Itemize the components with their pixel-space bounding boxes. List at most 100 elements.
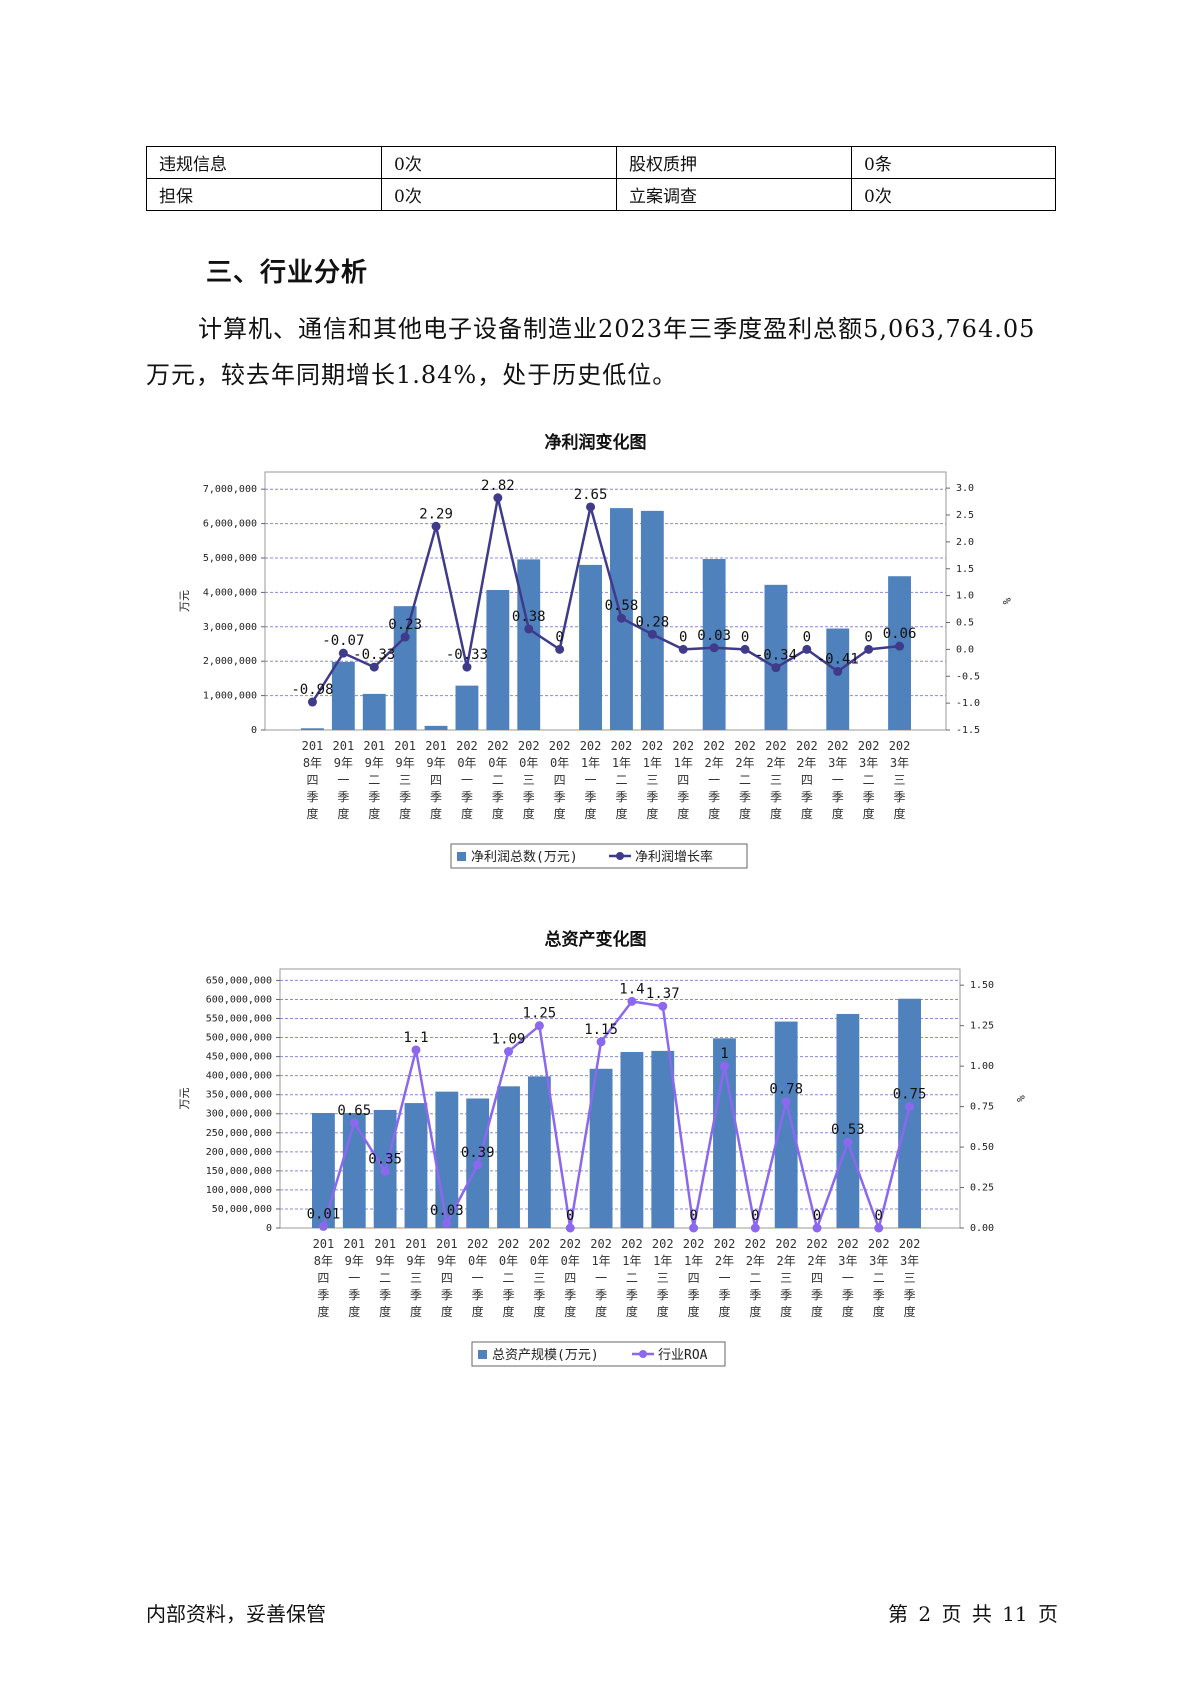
- line-point: [627, 996, 637, 1006]
- net-profit-chart: 0 1,000,000 2,000,000 3,000,000 4,000,000 5,0…: [178, 471, 1013, 869]
- data-label: 1.15: [584, 1022, 618, 1038]
- data-label: 1.25: [523, 1006, 557, 1022]
- data-label: 2.65: [574, 487, 608, 503]
- x-tick-label: 2年: [735, 756, 754, 770]
- x-tick-label: 四: [688, 1271, 700, 1285]
- x-tick-label: 202: [611, 739, 633, 753]
- y2-tick-label: 2.0: [956, 537, 974, 548]
- x-tick-label: 季: [801, 790, 813, 804]
- data-label: 0.75: [893, 1087, 927, 1103]
- x-tick-label: 9年: [396, 756, 415, 770]
- page-number: 第 2 页 共 11 页: [888, 1602, 1058, 1626]
- data-label: 0.39: [461, 1145, 495, 1161]
- x-tick-label: 202: [683, 1237, 705, 1251]
- x-tick-label: 度: [770, 806, 782, 821]
- plot-group: 0 1,000,000 2,000,000 3,000,000 4,000,000 5,0…: [178, 471, 1013, 869]
- x-tick-label: 度: [348, 1304, 360, 1319]
- x-tick-label: 1年: [643, 756, 662, 770]
- x-tick-label: 202: [734, 739, 756, 753]
- y2-tick-label: 1.50: [970, 980, 994, 991]
- y2-tick-label: 0.75: [970, 1102, 994, 1113]
- legend-bar-label: 净利润总数(万元): [471, 850, 578, 865]
- line-point: [493, 493, 503, 503]
- x-tick-label: 201: [374, 1237, 396, 1251]
- x-tick-label: 0年: [561, 1254, 580, 1268]
- x-tick-label: 季: [904, 1288, 916, 1302]
- legend-bar-swatch: [478, 1350, 487, 1359]
- bar: [713, 1038, 736, 1228]
- y2-tick-label: 1.25: [970, 1021, 994, 1032]
- x-tick-label: 202: [868, 1237, 890, 1251]
- data-label: 0: [566, 1208, 574, 1224]
- line-point: [411, 1045, 421, 1055]
- x-tick-label: 四: [306, 773, 318, 787]
- data-label: -0.33: [353, 647, 395, 663]
- line-point: [534, 1021, 544, 1031]
- x-tick-label: 2年: [807, 1254, 826, 1268]
- y-tick-label: 500,000,000: [206, 1033, 272, 1044]
- y-tick-label: 450,000,000: [206, 1052, 272, 1063]
- x-tick-label: 201: [313, 1237, 335, 1251]
- x-tick-label: 季: [306, 790, 318, 804]
- data-label: 0.78: [769, 1082, 803, 1098]
- x-tick-label: 季: [585, 790, 597, 804]
- line-point: [586, 502, 596, 512]
- x-tick-label: 季: [523, 790, 535, 804]
- x-tick-label: 二: [615, 773, 627, 787]
- x-tick-label: 三: [533, 1271, 545, 1285]
- x-tick-label: 201: [363, 739, 385, 753]
- x-tick-label: 三: [646, 773, 658, 787]
- line-point: [442, 1218, 452, 1228]
- line-point: [504, 1047, 514, 1057]
- x-tick-label: 度: [688, 1304, 700, 1319]
- y-tick-label: 7,000,000: [203, 484, 257, 495]
- line-point: [400, 632, 410, 642]
- legend-line-marker: [639, 1350, 647, 1358]
- bar: [393, 606, 417, 730]
- x-tick-label: 3年: [890, 756, 909, 770]
- x-tick-label: 202: [456, 739, 478, 753]
- x-tick-label: 四: [317, 1271, 329, 1285]
- x-tick-label: 202: [889, 739, 911, 753]
- data-label: 0: [689, 1208, 697, 1224]
- x-tick-label: 8年: [314, 1254, 333, 1268]
- line-point: [750, 1223, 760, 1233]
- info-table: 违规信息 0次 股权质押 0条 担保 0次 立案调查 0次: [146, 146, 1056, 211]
- x-tick-label: 一: [842, 1271, 854, 1285]
- x-tick-label: 度: [615, 806, 627, 821]
- legend-line-label: 净利润增长率: [635, 849, 713, 865]
- line-point: [524, 624, 534, 634]
- data-label: 0.03: [697, 628, 731, 644]
- x-tick-label: 度: [461, 806, 473, 821]
- data-label: 2.29: [419, 506, 453, 522]
- info-table-body: 违规信息 0次 股权质押 0条 担保 0次 立案调查 0次: [146, 146, 1056, 211]
- chart1-title: 净利润变化图: [544, 433, 647, 453]
- bar: [888, 576, 911, 730]
- line-point: [864, 644, 874, 654]
- table-cell: 0次: [381, 178, 617, 211]
- analysis-paragraph: 计算机、通信和其他电子设备制造业2023年三季度盈利总额5,063,764.05…: [146, 315, 1036, 389]
- bar: [497, 1086, 520, 1228]
- x-tick-label: 9年: [345, 1254, 364, 1268]
- y-tick-label: 250,000,000: [206, 1128, 272, 1139]
- x-tick-label: 201: [302, 739, 324, 753]
- data-label: 0: [875, 1208, 883, 1224]
- legend: 总资产规模(万元) 行业ROA: [471, 1341, 726, 1367]
- line-point: [678, 644, 688, 654]
- line-point: [318, 1221, 328, 1231]
- x-tick-label: 三: [780, 1271, 792, 1285]
- line-point: [338, 648, 348, 658]
- data-label: -0.41: [817, 651, 859, 667]
- x-tick-label: 四: [441, 1271, 453, 1285]
- series-line: [311, 496, 900, 703]
- x-tick-label: 季: [430, 790, 442, 804]
- bar: [404, 1103, 428, 1228]
- table-cell: 股权质押: [616, 146, 852, 179]
- y2-tick-label: 2.5: [956, 510, 974, 521]
- legend-frame: [450, 843, 748, 869]
- line-point: [349, 1118, 359, 1128]
- y-tick-label: 600,000,000: [206, 994, 272, 1005]
- line-point: [812, 1223, 822, 1233]
- section-title: 三、行业分析: [206, 258, 369, 288]
- y2-tick-label: 1.5: [956, 564, 974, 575]
